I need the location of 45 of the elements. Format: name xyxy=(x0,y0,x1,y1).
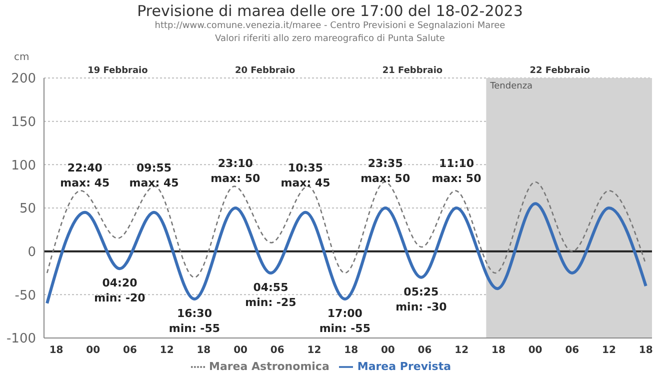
x-tick-label: 00 xyxy=(528,345,542,356)
band-label: Tendenza xyxy=(489,81,533,92)
x-tick-label: 06 xyxy=(565,345,580,356)
x2-tick-label: 21 Febbraio xyxy=(382,66,443,76)
chart-subtitle: http://www.comune.venezia.it/maree - Centro Previsioni e Segnalazioni Maree Valori riferiti allo zero mareografico di Punta Salute xyxy=(154,20,506,46)
x-tick-label: 06 xyxy=(123,345,137,356)
y-tick-label: 150 xyxy=(11,114,36,130)
annotation: 04:20 min: -20 xyxy=(94,276,146,305)
x-tick-label: 12 xyxy=(454,345,469,356)
annotation: 04:55 min: -25 xyxy=(245,281,296,309)
x-tick-label: 06 xyxy=(418,345,432,356)
x2-tick-label: 19 Febbraio xyxy=(88,66,148,76)
x-tick-label: 00 xyxy=(234,345,248,356)
y-tick-label: 100 xyxy=(11,158,36,174)
y-tick-label: 200 xyxy=(11,72,36,87)
annotation: 22:40 max: 45 xyxy=(60,161,110,190)
y-tick-label: 0 xyxy=(28,244,36,260)
annotation: 10:35 max: 45 xyxy=(280,161,330,190)
x-tick-label: 00 xyxy=(86,345,100,356)
x-tick-label: 00 xyxy=(380,345,395,356)
y-tick-label: 50 xyxy=(19,202,36,217)
annotation: 23:35 max: 50 xyxy=(360,157,410,185)
x-tick-label: 18 xyxy=(492,345,506,356)
annotation: 16:30 min: -55 xyxy=(168,307,220,335)
annotation: 05:25 min: -30 xyxy=(396,285,448,314)
legend-label: Marea Astronomica xyxy=(209,360,330,374)
x2-tick-label: 20 Febbraio xyxy=(234,66,296,76)
annotation: 11:10 max: 50 xyxy=(432,157,482,185)
x-tick-label: 12 xyxy=(160,345,174,356)
x-tick-label: 12 xyxy=(307,345,322,356)
annotation: 09:55 max: 45 xyxy=(129,161,179,190)
x2-tick-label: 22 Febbraio xyxy=(530,66,590,76)
x-tick-label: 12 xyxy=(602,345,616,356)
x-tick-label: 18 xyxy=(49,345,64,356)
legend-label: Marea Prevista xyxy=(357,360,451,374)
y-tick-label: -100 xyxy=(6,332,36,347)
x-tick-label: 06 xyxy=(270,345,284,356)
x-tick-label: 18 xyxy=(638,345,653,356)
y-axis-title: cm xyxy=(14,52,30,63)
annotation: 23:10 max: 50 xyxy=(210,157,261,185)
annotation: 17:00 min: -55 xyxy=(319,307,371,335)
x-tick-label: 18 xyxy=(344,345,358,356)
y-tick-label: -50 xyxy=(14,288,36,304)
chart-title: Previsione di marea delle ore 17:00 del 18-02-2023 xyxy=(136,2,524,20)
x-tick-label: 18 xyxy=(196,345,211,356)
